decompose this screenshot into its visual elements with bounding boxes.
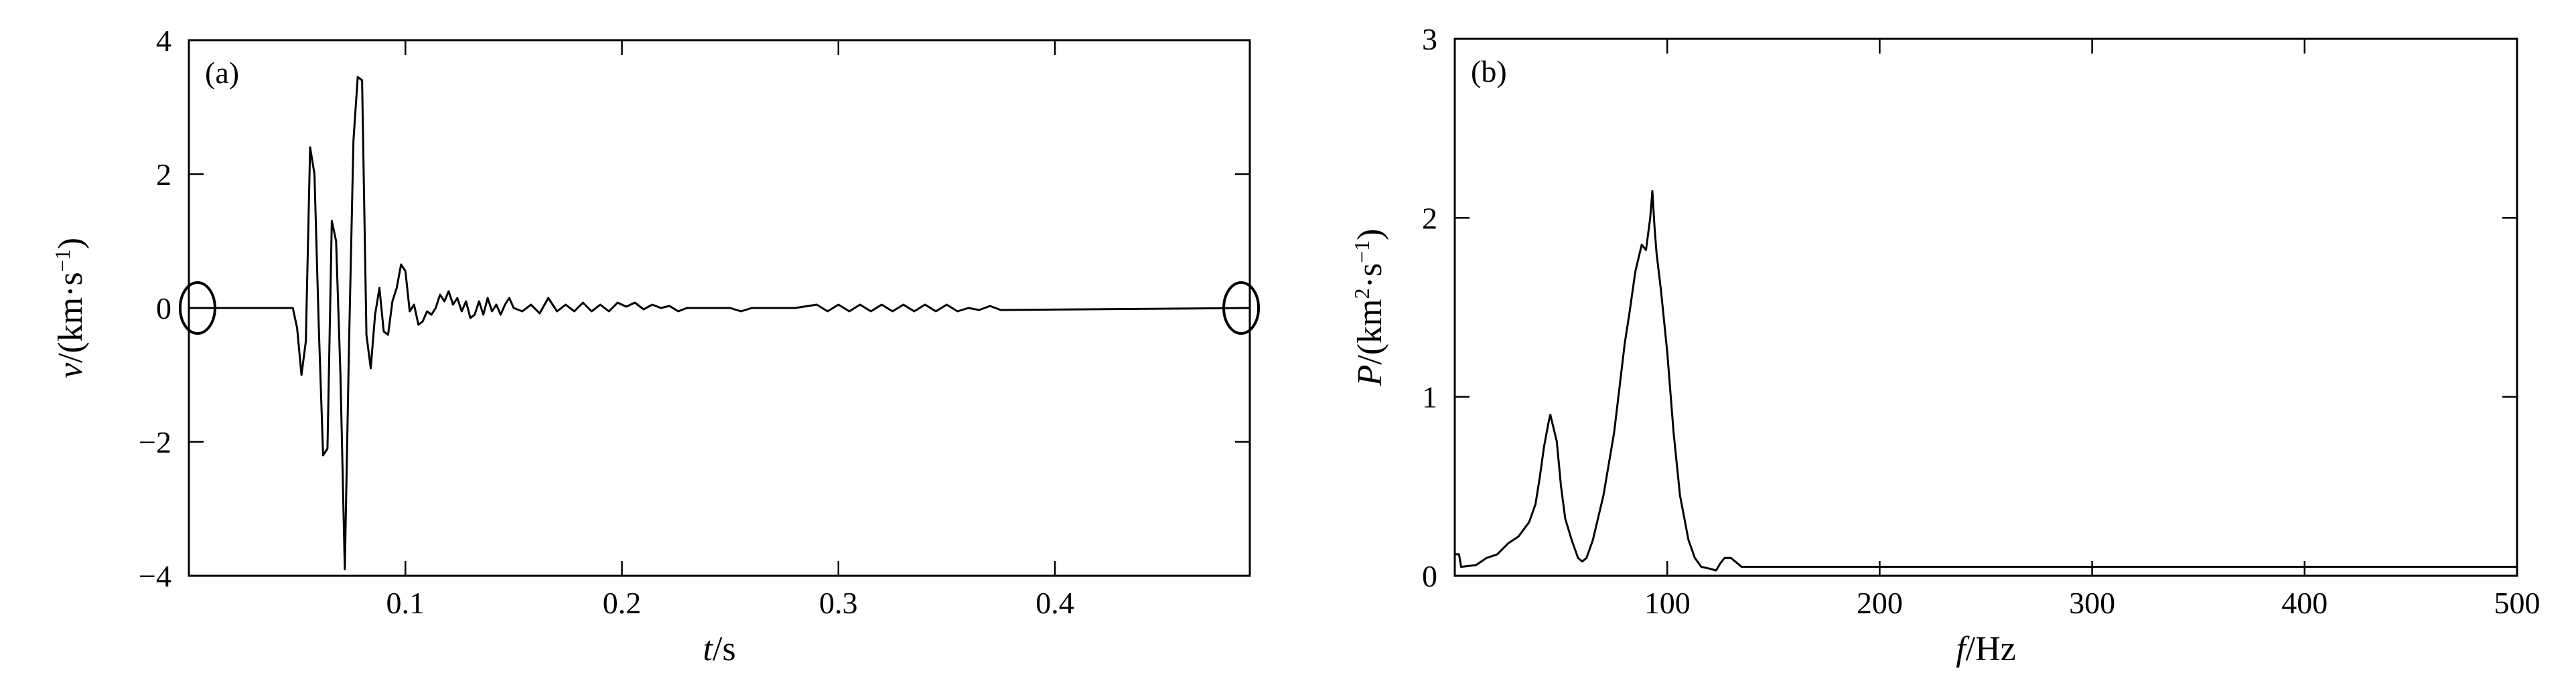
panel-a: 0.1 0.2 0.3 0.4 −4 −2 0 2 4 (a) t/s v/(km·s−1) <box>50 23 1261 668</box>
y-tick-label: 2 <box>156 157 171 191</box>
y-tick-label: 2 <box>1422 201 1437 235</box>
y-axis-label: P/(km2·s−1) <box>1350 229 1389 387</box>
y-axis-sup: −1 <box>1350 240 1374 263</box>
panel-label: (b) <box>1471 54 1507 88</box>
x-axis-label: f/Hz <box>1956 630 2016 668</box>
y-tick-label: 1 <box>1422 380 1437 414</box>
x-tick-label: 0.3 <box>819 586 858 620</box>
x-axis-unit: /s <box>713 630 736 668</box>
series-line <box>189 76 1250 570</box>
y-tick-label: −4 <box>139 559 171 593</box>
x-tick-label: 0.1 <box>386 586 425 620</box>
y-axis-sup: −1 <box>50 249 74 272</box>
y-axis-label: v/(km·s−1) <box>50 238 90 378</box>
y-axis-close: ) <box>52 238 90 249</box>
y-axis-unit: /(km <box>1351 299 1389 364</box>
series-line <box>1455 189 2517 572</box>
x-axis-label: t/s <box>703 630 735 668</box>
x-tick-label: 200 <box>1857 586 1903 620</box>
y-axis-unit-mid: ·s <box>1351 263 1389 289</box>
x-tick-label: 0.4 <box>1035 586 1074 620</box>
x-tick-label: 0.2 <box>603 586 642 620</box>
y-axis-sup: 2 <box>1350 288 1374 299</box>
y-tick-label: 3 <box>1422 22 1437 56</box>
y-axis-unit: /(km·s <box>52 272 90 363</box>
y-axis-var: P <box>1351 365 1389 387</box>
ellipse-marker <box>1222 281 1261 335</box>
x-tick-label: 400 <box>2281 586 2328 620</box>
x-axis-var: t <box>703 630 713 668</box>
x-axis-unit: /Hz <box>1966 630 2016 668</box>
ellipse-marker <box>178 281 216 335</box>
y-tick-label: 0 <box>1422 559 1437 593</box>
y-tick-label: 0 <box>156 291 171 325</box>
x-tick-label: 300 <box>2069 586 2115 620</box>
plot-frame <box>1453 37 2518 577</box>
x-tick-label: 100 <box>1644 586 1691 620</box>
x-tick-label: 500 <box>2494 586 2541 620</box>
y-tick-label: −2 <box>139 425 171 459</box>
y-axis-var: v <box>52 362 90 378</box>
panel-label: (a) <box>205 56 239 90</box>
y-axis-close: ) <box>1351 229 1389 240</box>
y-tick-label: 4 <box>156 23 171 58</box>
